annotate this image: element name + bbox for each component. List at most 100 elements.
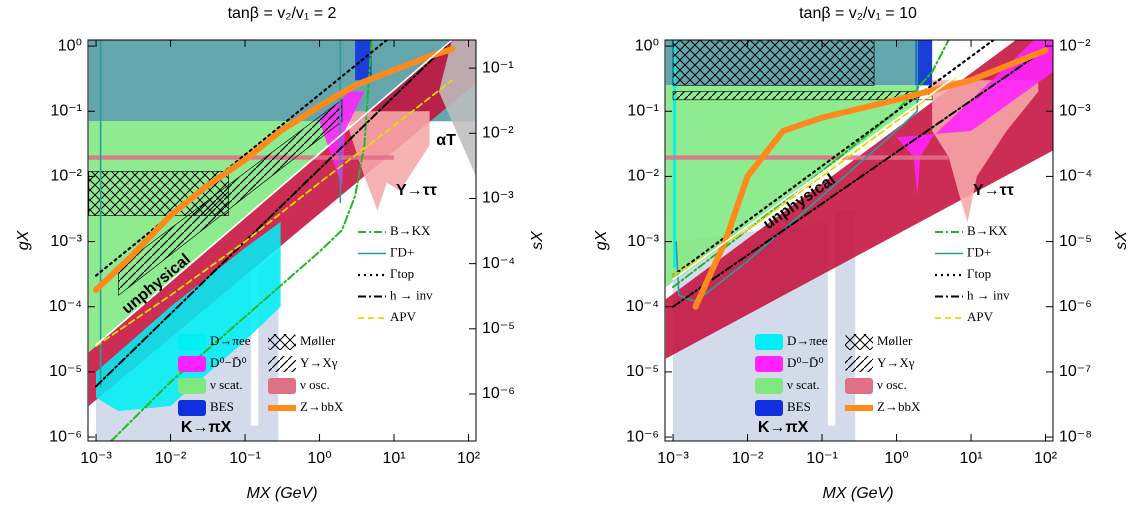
y-tick-label: 10⁻⁶ bbox=[49, 428, 82, 445]
x-tick-label: 10⁻¹ bbox=[229, 450, 261, 467]
x-tick-label: 10² bbox=[1034, 450, 1058, 467]
y-tick-label: 10⁻³ bbox=[50, 233, 82, 250]
legend-label: Υ→Xγ bbox=[300, 355, 338, 370]
curve bbox=[95, 40, 453, 388]
x-tick-label: 10⁻³ bbox=[657, 450, 689, 467]
legend-swatch bbox=[845, 334, 873, 350]
y2-tick-label: 10⁻⁴ bbox=[1059, 168, 1092, 185]
chart-title: tanβ = v₂/v₁ = 10 bbox=[799, 5, 917, 22]
legend-swatch bbox=[268, 356, 296, 372]
x-tick-label: 10⁻³ bbox=[80, 450, 112, 467]
legend-label: Z→bbX bbox=[877, 399, 921, 414]
legend-label: B→KX bbox=[390, 223, 431, 238]
legend-label: ΓD+ bbox=[390, 244, 414, 259]
legend-label: APV bbox=[390, 309, 417, 324]
annotation: αT bbox=[436, 132, 456, 149]
curve bbox=[99, 40, 342, 388]
x-axis-label: MX (GeV) bbox=[822, 485, 893, 502]
legend-label: h → inv bbox=[967, 287, 1010, 302]
legend-label: Z→bbX bbox=[300, 399, 344, 414]
y-tick-label: 10⁻⁵ bbox=[49, 363, 82, 380]
legend-swatch bbox=[178, 356, 206, 372]
annotation: K→πX bbox=[758, 419, 809, 436]
region bbox=[438, 40, 476, 177]
annotation: Υ→ττ bbox=[973, 182, 1014, 199]
legend-label: ν osc. bbox=[300, 377, 330, 392]
legend-label: D→πee bbox=[210, 333, 251, 348]
x-axis-label: MX (GeV) bbox=[246, 485, 317, 502]
legend-label: D⁰−D̄⁰ bbox=[787, 355, 824, 370]
curve bbox=[95, 40, 453, 346]
legend-label: ΓD+ bbox=[967, 244, 991, 259]
y2-tick-label: 10⁻⁴ bbox=[482, 255, 515, 272]
legend-label: D→πee bbox=[787, 333, 828, 348]
chart-title: tanβ = v₂/v₁ = 2 bbox=[228, 5, 337, 22]
legend-label: Møller bbox=[877, 333, 913, 348]
y2-axis-label: sX bbox=[1113, 230, 1130, 250]
y2-tick-label: 10⁻¹ bbox=[482, 59, 514, 76]
y-tick-label: 10⁰ bbox=[58, 37, 82, 54]
y2-tick-label: 10⁻⁶ bbox=[482, 385, 515, 402]
legend-label: Γtop bbox=[967, 266, 991, 281]
region bbox=[349, 111, 430, 211]
legend-label: ν scat. bbox=[787, 377, 820, 392]
curve bbox=[672, 48, 1047, 308]
legend-label: D⁰−D̄⁰ bbox=[210, 355, 247, 370]
legend-swatch bbox=[178, 400, 206, 416]
curve bbox=[692, 47, 1049, 310]
legend-label: BES bbox=[210, 399, 234, 414]
y2-tick-label: 10⁻³ bbox=[482, 190, 514, 207]
region bbox=[665, 155, 949, 160]
legend-label: Møller bbox=[300, 333, 336, 348]
legend-swatch bbox=[755, 356, 783, 372]
y-tick-label: 10⁻⁴ bbox=[626, 298, 659, 315]
annotation: Υ→ττ bbox=[396, 182, 437, 199]
legend-swatch bbox=[755, 400, 783, 416]
y2-tick-label: 10⁻² bbox=[482, 125, 514, 142]
legend-label: BES bbox=[787, 399, 811, 414]
y-tick-label: 10⁻⁵ bbox=[626, 363, 659, 380]
y-axis-label: gX bbox=[15, 229, 32, 250]
y2-tick-label: 10⁻⁵ bbox=[1059, 233, 1092, 250]
legend-label: ν scat. bbox=[210, 377, 243, 392]
legend-swatch bbox=[268, 334, 296, 350]
legend-swatch bbox=[268, 378, 296, 394]
curve bbox=[95, 79, 453, 347]
y-tick-label: 10⁻² bbox=[627, 168, 659, 185]
legend-swatch bbox=[178, 334, 206, 350]
y2-tick-label: 10⁻³ bbox=[1059, 102, 1091, 119]
region bbox=[896, 40, 1053, 196]
hatched-region bbox=[672, 40, 875, 86]
region bbox=[915, 40, 933, 86]
x-tick-label: 10⁰ bbox=[884, 450, 908, 467]
y-axis-label: gX bbox=[593, 229, 610, 250]
legend-swatch bbox=[845, 378, 873, 394]
y2-axis-label: sX bbox=[529, 230, 546, 250]
region bbox=[88, 40, 476, 122]
curve bbox=[672, 40, 1008, 281]
curve bbox=[672, 40, 950, 289]
curve bbox=[94, 40, 388, 277]
legend-label: ν osc. bbox=[877, 377, 907, 392]
y2-tick-label: 10⁻⁵ bbox=[482, 320, 515, 337]
x-tick-label: 10⁻¹ bbox=[806, 450, 838, 467]
legend-swatch bbox=[178, 378, 206, 394]
legend-label: Υ→Xγ bbox=[877, 355, 915, 370]
y-tick-label: 10⁻⁶ bbox=[626, 428, 659, 445]
legend-swatch bbox=[845, 356, 873, 372]
plot-frame bbox=[87, 39, 477, 442]
legend-label: h → inv bbox=[390, 287, 433, 302]
legend-label: Γtop bbox=[390, 266, 414, 281]
y-tick-label: 10⁻³ bbox=[627, 233, 659, 250]
legend-label: APV bbox=[967, 309, 994, 324]
legend-label: B→KX bbox=[967, 223, 1008, 238]
x-tick-label: 10² bbox=[457, 450, 481, 467]
annotation: K→πX bbox=[181, 419, 232, 436]
y-tick-label: 10⁻¹ bbox=[50, 102, 82, 119]
y2-tick-label: 10⁻² bbox=[1059, 37, 1091, 54]
region bbox=[96, 222, 281, 412]
x-tick-label: 10⁻² bbox=[155, 450, 187, 467]
